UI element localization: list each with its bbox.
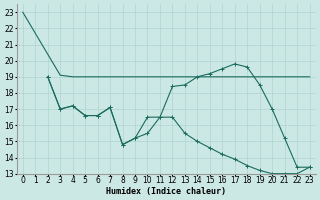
X-axis label: Humidex (Indice chaleur): Humidex (Indice chaleur) (106, 187, 226, 196)
